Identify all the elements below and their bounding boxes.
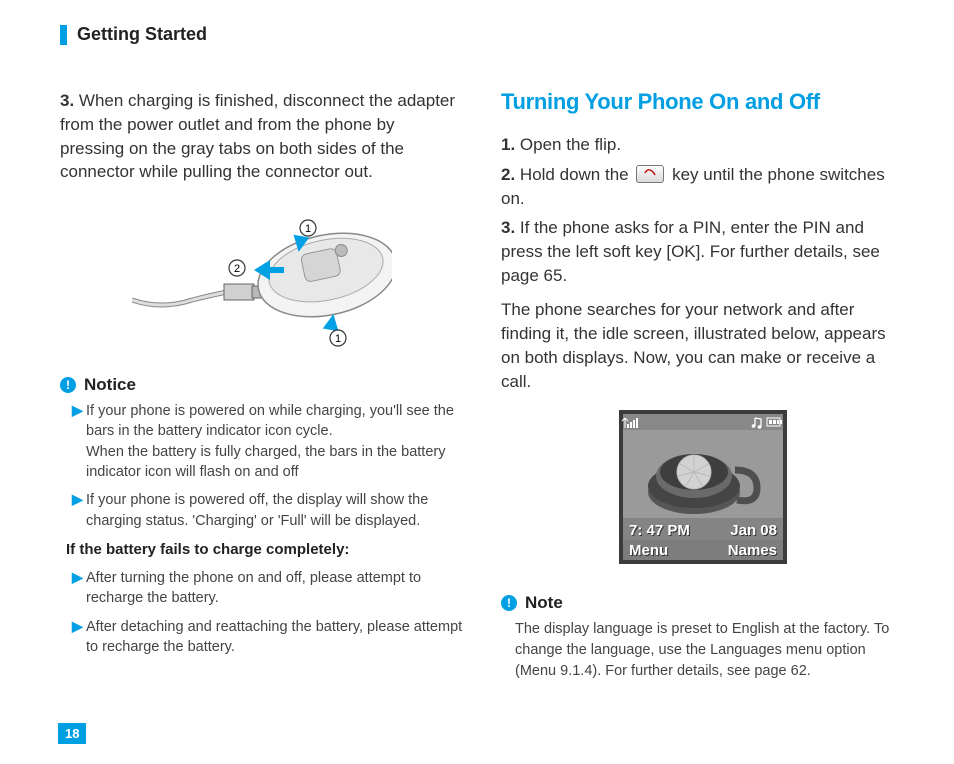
end-power-key-icon xyxy=(636,165,664,183)
left-column: 3. When charging is finished, disconnect… xyxy=(60,89,463,682)
list-item: ▶ If your phone is powered off, the disp… xyxy=(72,490,463,531)
bullet-text: After detaching and reattaching the batt… xyxy=(86,617,463,658)
connector-illustration-svg: 1 2 1 xyxy=(132,200,392,350)
display-time: 7: 47 PM xyxy=(629,522,690,539)
troubleshoot-bullet-list: ▶ After turning the phone on and off, pl… xyxy=(60,568,463,657)
sub-heading: If the battery fails to charge completel… xyxy=(66,541,463,558)
bullet-arrow-icon: ▶ xyxy=(72,401,86,482)
step-text: Open the flip. xyxy=(520,135,621,154)
list-item: ▶ After detaching and reattaching the ba… xyxy=(72,617,463,658)
step-text-a: Hold down the xyxy=(520,165,629,184)
header-section-title: Getting Started xyxy=(77,24,207,45)
step-text: When charging is finished, disconnect th… xyxy=(60,91,455,181)
list-item: ▶ After turning the phone on and off, pl… xyxy=(72,568,463,609)
notice-icon: ! xyxy=(60,377,76,393)
display-right-softkey: Names xyxy=(727,542,776,559)
step-3-right: 3. If the phone asks for a PIN, enter th… xyxy=(501,216,904,287)
step-number: 1. xyxy=(501,135,515,154)
step-1-right: 1. Open the flip. xyxy=(501,133,904,157)
notice-heading: ! Notice xyxy=(60,375,463,395)
callout-label-1b: 1 xyxy=(334,333,340,345)
note-title: Note xyxy=(525,593,563,613)
display-date: Jan 08 xyxy=(730,522,777,539)
note-heading: ! Note xyxy=(501,593,904,613)
bullet-arrow-icon: ▶ xyxy=(72,568,86,609)
step-2-right: 2. Hold down the key until the phone swi… xyxy=(501,163,904,211)
page-header: Getting Started xyxy=(60,24,904,45)
step-number: 2. xyxy=(501,165,515,184)
list-item: ▶ If your phone is powered on while char… xyxy=(72,401,463,482)
body-paragraph: The phone searches for your network and … xyxy=(501,298,904,395)
step-number: 3. xyxy=(501,218,515,237)
bullet-text: If your phone is powered off, the displa… xyxy=(86,490,463,531)
callout-label-2: 2 xyxy=(233,263,239,275)
columns: 3. When charging is finished, disconnect… xyxy=(60,89,904,682)
notice-title: Notice xyxy=(84,375,136,395)
section-title: Turning Your Phone On and Off xyxy=(501,89,904,115)
idle-screen-illustration: 7: 47 PM Jan 08 Menu Names xyxy=(501,410,904,569)
step-3-left: 3. When charging is finished, disconnect… xyxy=(60,89,463,184)
bullet-text: After turning the phone on and off, plea… xyxy=(86,568,463,609)
bullet-arrow-icon: ▶ xyxy=(72,490,86,531)
bullet-text: If your phone is powered on while chargi… xyxy=(86,401,463,482)
note-icon: ! xyxy=(501,595,517,611)
step-text: If the phone asks for a PIN, enter the P… xyxy=(501,218,880,285)
header-accent-bar xyxy=(60,25,67,45)
phone-connector-illustration: 1 2 1 xyxy=(60,200,463,355)
callout-label-1a: 1 xyxy=(304,223,310,235)
page-number: 18 xyxy=(58,723,86,744)
bullet-arrow-icon: ▶ xyxy=(72,617,86,658)
right-column: Turning Your Phone On and Off 1. Open th… xyxy=(501,89,904,682)
phone-display-svg: 7: 47 PM Jan 08 Menu Names xyxy=(619,410,787,564)
page: Getting Started 3. When charging is fini… xyxy=(0,0,954,764)
step-number: 3. xyxy=(60,91,74,110)
note-body: The display language is preset to Englis… xyxy=(501,619,904,682)
notice-bullet-list: ▶ If your phone is powered on while char… xyxy=(60,401,463,531)
display-left-softkey: Menu xyxy=(629,542,668,559)
